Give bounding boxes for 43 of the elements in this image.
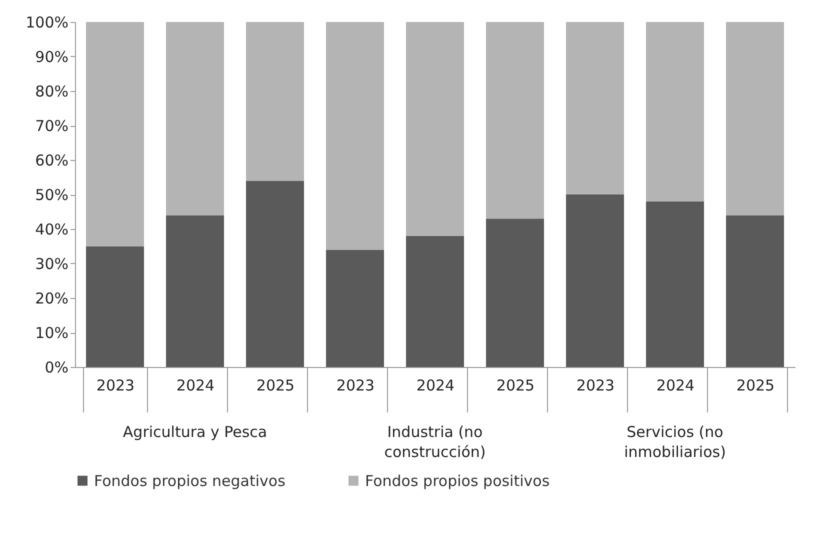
x-tick-label: 2024 xyxy=(656,376,695,394)
bar xyxy=(486,22,544,219)
bar xyxy=(86,22,144,246)
y-tick-label: 20% xyxy=(35,290,68,308)
bar xyxy=(86,246,144,367)
y-tick-label: 30% xyxy=(35,255,68,273)
bar xyxy=(726,22,784,216)
bar xyxy=(566,194,624,367)
bar xyxy=(246,22,304,181)
x-tick-label: 2023 xyxy=(336,376,375,394)
x-tick-label: 2023 xyxy=(576,376,615,394)
bar xyxy=(166,215,224,367)
legend-label: Fondos propios negativos xyxy=(94,472,286,490)
bar xyxy=(326,250,384,367)
x-tick-label: 2024 xyxy=(176,376,215,394)
y-tick-label: 60% xyxy=(35,152,68,170)
bar xyxy=(406,236,464,367)
bar xyxy=(406,22,464,236)
y-tick-label: 90% xyxy=(35,48,68,66)
legend-label: Fondos propios positivos xyxy=(365,472,550,490)
y-tick-label: 0% xyxy=(44,358,68,376)
bar xyxy=(726,215,784,367)
y-tick-label: 70% xyxy=(35,117,68,135)
x-tick-label: 2023 xyxy=(96,376,135,394)
bar xyxy=(486,218,544,367)
bar xyxy=(646,22,704,202)
x-tick-label: 2025 xyxy=(496,376,535,394)
bar xyxy=(566,22,624,194)
bar xyxy=(166,22,224,216)
y-tick-label: 80% xyxy=(35,82,68,100)
text: Agricultura y Pesca xyxy=(122,423,268,441)
y-tick-label: 10% xyxy=(35,324,68,342)
bar xyxy=(646,201,704,367)
bar xyxy=(246,180,304,367)
x-tick-label: 2024 xyxy=(416,376,455,394)
x-tick-label: 2025 xyxy=(256,376,295,394)
y-tick-label: 40% xyxy=(35,220,68,238)
text: Industria (no construcción) xyxy=(384,423,486,461)
y-tick-label: 50% xyxy=(35,186,68,204)
text: Servicios (no inmobiliarios) xyxy=(624,423,726,461)
x-tick-label: 2025 xyxy=(736,376,775,394)
bar xyxy=(326,22,384,250)
y-tick-label: 100% xyxy=(26,14,68,32)
